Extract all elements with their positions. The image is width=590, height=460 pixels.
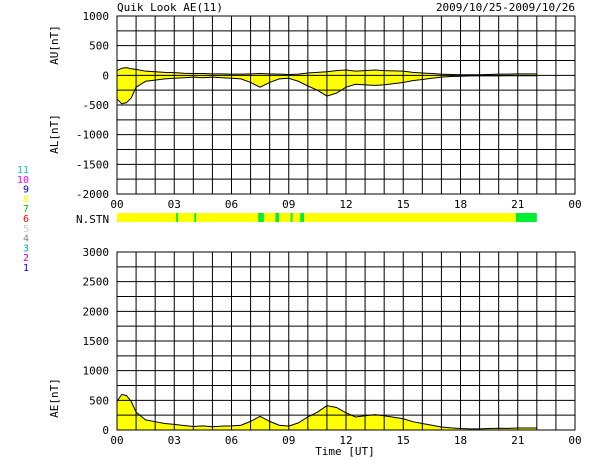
chart-title: Quik Look AE(11) [117,1,223,14]
nstn-segment [258,213,264,222]
legend-station-4: 4 [23,234,29,245]
x-tick-label: 00 [110,198,123,211]
y-tick-label: -500 [83,99,110,112]
x-tick-label: 12 [339,198,352,211]
legend-station-1: 1 [23,263,29,274]
x-tick-label: 15 [397,434,410,447]
x-tick-label: 03 [168,198,181,211]
x-tick-label: 21 [511,198,524,211]
nstn-segment [196,213,259,222]
legend-station-7: 7 [23,204,29,215]
y-tick-label: 1000 [83,10,110,23]
x-tick-label: 06 [225,198,238,211]
x-tick-label: 00 [110,434,123,447]
y-tick-label: 0 [102,424,109,437]
nstn-segment [292,213,301,222]
x-axis-label: Time [UT] [315,445,375,458]
nstn-segment [117,213,177,222]
legend-station-6: 6 [23,214,29,225]
ae-frame [116,251,576,431]
x-tick-label: 09 [282,434,295,447]
nstn-segment [515,213,537,222]
series-ae-line [116,393,537,430]
legend-station-3: 3 [23,243,29,254]
x-tick-label: 03 [168,434,181,447]
x-tick-label: 00 [568,198,581,211]
nstn-segment [290,213,293,222]
x-tick-label: 21 [511,434,524,447]
y-axis-label-au: AU[nT] [48,25,61,65]
y-tick-label: -1500 [76,158,109,171]
legend-station-8: 8 [23,194,29,205]
nstn-segment [263,213,276,222]
y-axis-label-ae: AE[nT] [48,378,61,418]
x-tick-label: 12 [339,434,352,447]
y-tick-label: 3000 [83,246,110,259]
legend-station-5: 5 [23,224,29,235]
y-tick-label: -1000 [76,129,109,142]
legend-station-11: 11 [17,165,29,176]
nstn-segment [279,213,291,222]
y-tick-label: 1500 [83,335,110,348]
x-tick-label: 00 [568,434,581,447]
nstn-label: N.STN [76,213,109,226]
y-tick-label: 2000 [83,305,110,318]
nstn-segment [300,213,305,222]
x-tick-label: 06 [225,434,238,447]
y-axis-label-al: AL[nT] [48,114,61,154]
nstn-segment [176,213,179,222]
au-al-grid [117,16,575,194]
legend-station-2: 2 [23,253,29,264]
ae-grid [117,252,575,430]
legend-station-10: 10 [17,175,29,186]
x-tick-label: 09 [282,198,295,211]
x-tick-label: 18 [454,198,467,211]
nstn-segment [304,213,516,222]
series-au-line [116,67,537,76]
nstn-segment [194,213,197,222]
x-tick-label: 15 [397,198,410,211]
nstn-segment [275,213,280,222]
y-tick-label: -2000 [76,188,109,201]
date-range: 2009/10/25-2009/10/26 [436,1,575,14]
au-al-frame [116,15,576,195]
nstn-segment [178,213,195,222]
y-tick-label: 2500 [83,276,110,289]
y-tick-label: 500 [89,394,109,407]
y-tick-label: 500 [89,40,109,53]
y-tick-label: 0 [102,69,109,82]
station-count-bar: N.STN [76,213,537,226]
y-tick-label: 1000 [83,365,110,378]
legend-station-9: 9 [23,185,29,196]
x-tick-label: 18 [454,434,467,447]
